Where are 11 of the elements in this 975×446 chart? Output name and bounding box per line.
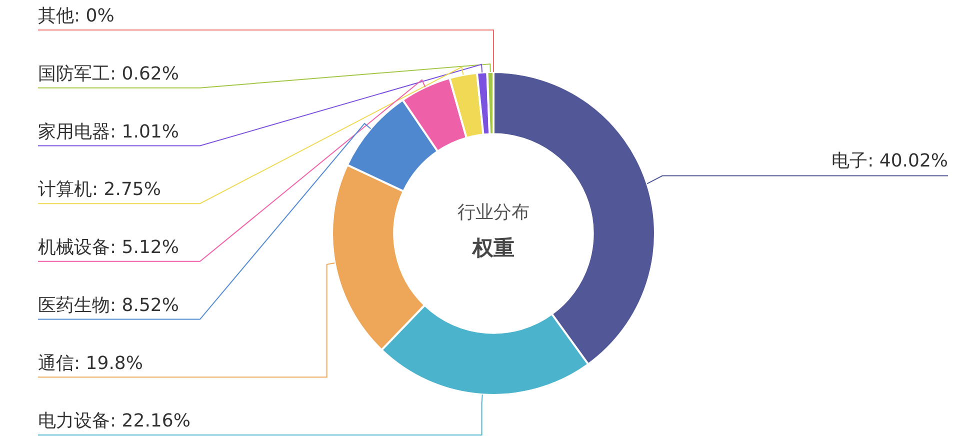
text: 权重 (472, 236, 514, 260)
slice-label: 电子: 40.02% (832, 150, 948, 172)
slice-label: 家用电器: 1.01% (38, 121, 179, 142)
slice-label: 机械设备: 5.12% (38, 237, 179, 258)
slice-label: 计算机: 2.75% (38, 179, 161, 200)
category-label: 其他: 0% (38, 6, 114, 27)
slice-label: 医药生物: 8.52% (38, 294, 179, 316)
slice-label: 电力设备: 22.16% (38, 410, 190, 432)
slice-label: 国防军工: 0.62% (38, 64, 179, 85)
slice-label: 通信: 19.8% (38, 352, 143, 374)
text: 行业分布 (458, 202, 530, 224)
